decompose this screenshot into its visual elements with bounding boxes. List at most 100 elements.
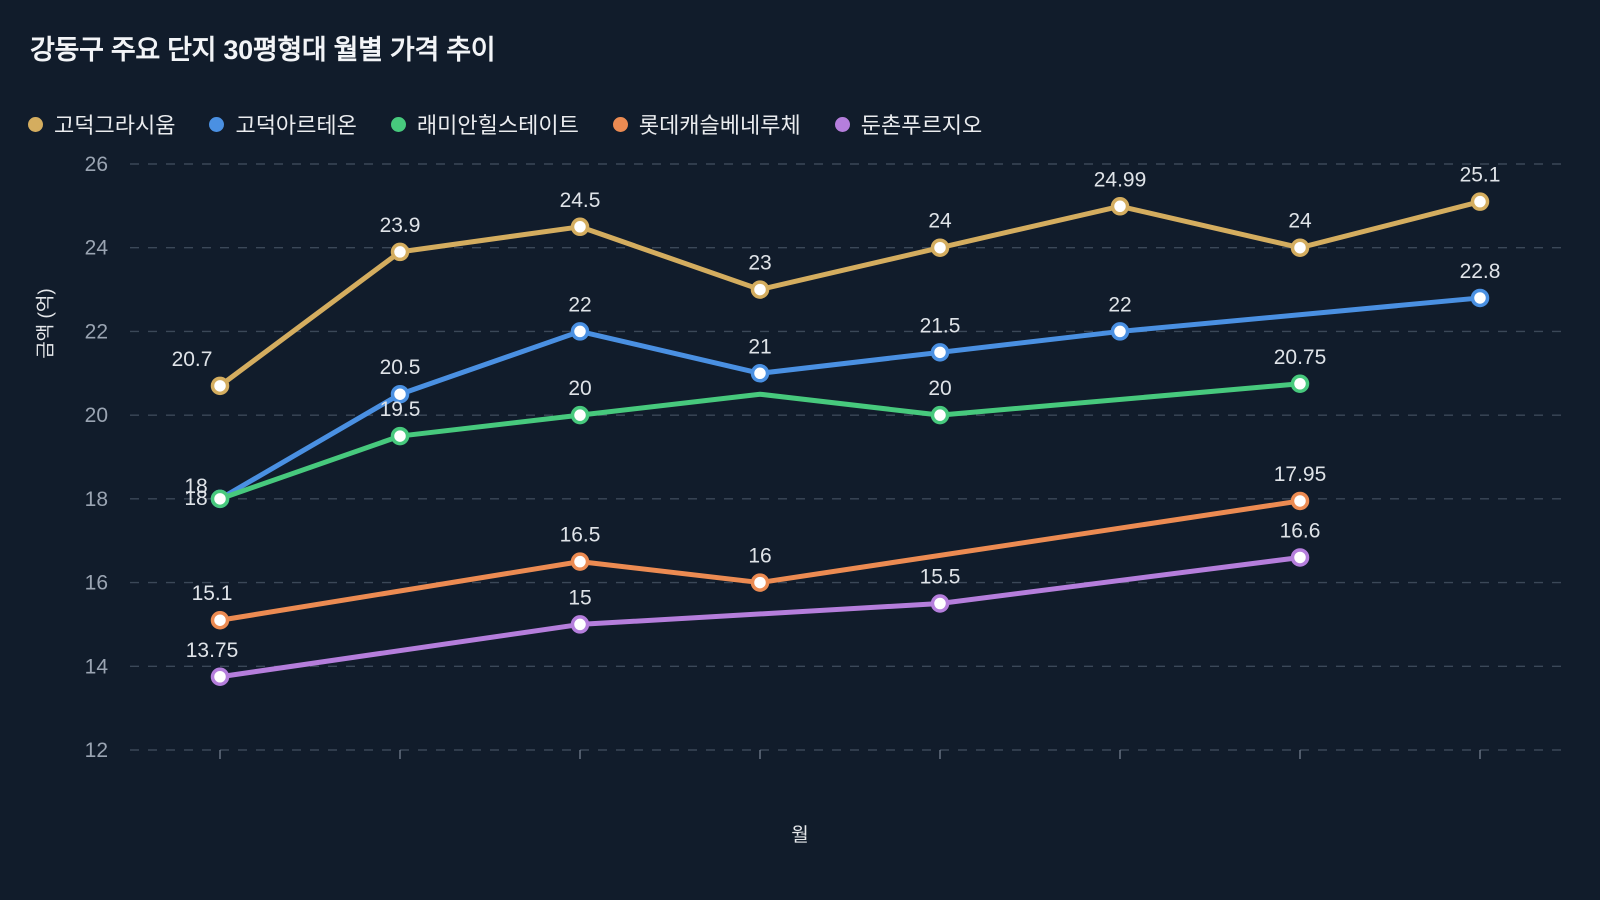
x-axis-label: 월 bbox=[791, 825, 809, 846]
data-point-marker[interactable] bbox=[210, 610, 230, 630]
legend-color-dot-icon bbox=[834, 116, 850, 132]
data-point-marker[interactable] bbox=[210, 667, 230, 686]
data-point-label: 20.5 bbox=[380, 356, 421, 379]
data-point-marker[interactable] bbox=[930, 594, 950, 613]
data-point-label: 15.1 bbox=[192, 582, 233, 605]
legend-item-label: 둔촌푸르지오 bbox=[860, 113, 983, 138]
data-point-label: 22.8 bbox=[1460, 260, 1501, 283]
page-title: 강동구 주요 단지 30평형대 월별 가격 추이 bbox=[30, 35, 496, 65]
legend-color-dot-icon bbox=[390, 116, 406, 132]
data-point-label: 20 bbox=[928, 377, 951, 400]
legend-item-label: 고덕그라시움 bbox=[54, 113, 176, 138]
x-tick-label: 2025.10 bbox=[722, 768, 798, 770]
legend-item[interactable]: 고덕아르테온 bbox=[209, 108, 357, 140]
x-tick-label: 2026.01 bbox=[1082, 768, 1158, 770]
legend-color-dot-icon bbox=[209, 116, 225, 132]
data-point-marker[interactable] bbox=[390, 242, 410, 262]
data-point-label: 13.75 bbox=[186, 639, 239, 662]
series-group: 20.7 23.9 24.5 23 24 24.99 24 25.1 bbox=[172, 164, 1501, 396]
data-point-marker[interactable] bbox=[570, 322, 590, 341]
data-point-marker[interactable] bbox=[390, 426, 410, 446]
legend-item[interactable]: 고덕그라시움 bbox=[28, 108, 175, 140]
data-point-marker[interactable] bbox=[750, 364, 770, 383]
data-point-marker[interactable] bbox=[750, 573, 770, 592]
data-point-label: 21.5 bbox=[920, 314, 961, 337]
data-point-label: 24 bbox=[928, 210, 952, 233]
data-point-label: 24.5 bbox=[560, 189, 601, 212]
chart-legend: 고덕그라시움 고덕아르테온 래미안힐스테이트 롯데캐슬베네루체 둔촌푸르지오 bbox=[28, 108, 1016, 140]
series-line bbox=[217, 381, 1303, 502]
data-point-label: 18 bbox=[184, 475, 207, 498]
data-point-marker[interactable] bbox=[1110, 197, 1130, 216]
y-tick-label: 20 bbox=[85, 404, 108, 427]
x-tick-label: 2026.02 bbox=[1262, 768, 1338, 770]
x-tick-label: 2025.06 bbox=[182, 768, 258, 770]
legend-item[interactable]: 래미안힐스테이트 bbox=[390, 108, 579, 140]
data-point-label: 22 bbox=[1108, 293, 1131, 316]
data-point-label: 22 bbox=[568, 293, 591, 316]
data-point-marker[interactable] bbox=[210, 489, 230, 509]
series-group: 18 19.5 20 20 20.75 bbox=[184, 346, 1326, 510]
line-chart-svg: 12141618202224262025.062025.082025.09202… bbox=[85, 153, 1570, 770]
data-point-marker[interactable] bbox=[1290, 491, 1310, 511]
x-tick-label: 2025.12 bbox=[902, 768, 978, 770]
legend-item[interactable]: 둔촌푸르지오 bbox=[834, 108, 983, 140]
y-tick-label: 16 bbox=[85, 572, 108, 595]
data-point-label: 24 bbox=[1288, 210, 1312, 233]
data-point-label: 18 bbox=[184, 487, 207, 510]
x-tick-label: 2025.08 bbox=[362, 768, 438, 770]
data-point-marker[interactable] bbox=[930, 343, 950, 362]
data-point-marker[interactable] bbox=[1290, 548, 1310, 567]
series-group: 13.75 15 15.5 16.6 bbox=[186, 519, 1321, 686]
y-tick-label: 14 bbox=[85, 655, 109, 678]
data-point-marker[interactable] bbox=[930, 238, 950, 257]
data-point-label: 20 bbox=[568, 377, 591, 400]
data-point-marker[interactable] bbox=[1110, 322, 1130, 341]
data-point-marker[interactable] bbox=[570, 405, 590, 425]
y-axis-label: 금액 (억) bbox=[35, 288, 57, 359]
data-point-label: 16 bbox=[748, 545, 771, 568]
plot-area: 12141618202224262025.062025.082025.09202… bbox=[0, 150, 1600, 770]
series-line bbox=[217, 199, 1483, 389]
data-point-label: 20.75 bbox=[1274, 346, 1327, 369]
x-tick-label: 2026.03 bbox=[1442, 768, 1518, 770]
data-point-label: 17.95 bbox=[1274, 463, 1327, 486]
y-tick-label: 12 bbox=[85, 739, 108, 762]
data-point-marker[interactable] bbox=[1470, 288, 1490, 308]
data-point-marker[interactable] bbox=[570, 552, 590, 571]
data-point-label: 21 bbox=[748, 335, 771, 358]
legend-color-dot-icon bbox=[612, 116, 628, 132]
data-point-marker[interactable] bbox=[390, 384, 410, 404]
series-line bbox=[217, 554, 1303, 680]
data-point-label: 15 bbox=[568, 586, 591, 609]
data-point-label: 20.7 bbox=[172, 348, 213, 371]
data-point-marker[interactable] bbox=[210, 376, 230, 396]
legend-color-dot-icon bbox=[28, 116, 43, 132]
legend-item-label: 고덕아르테온 bbox=[235, 113, 357, 138]
data-point-marker[interactable] bbox=[750, 280, 770, 299]
legend-item[interactable]: 롯데캐슬베네루체 bbox=[612, 108, 801, 140]
series-group: 18 20.5 22 21 21.5 22 22.8 bbox=[184, 260, 1501, 509]
data-point-marker[interactable] bbox=[930, 405, 950, 425]
y-tick-label: 26 bbox=[85, 153, 108, 176]
data-point-marker[interactable] bbox=[570, 217, 590, 237]
y-tick-label: 24 bbox=[85, 237, 109, 260]
y-tick-label: 18 bbox=[85, 488, 108, 511]
data-point-marker[interactable] bbox=[1470, 192, 1490, 211]
data-point-label: 23.9 bbox=[380, 214, 421, 237]
data-point-label: 23 bbox=[748, 252, 771, 275]
data-point-label: 16.6 bbox=[1280, 519, 1321, 542]
data-point-label: 24.99 bbox=[1094, 168, 1147, 191]
legend-item-label: 롯데캐슬베네루체 bbox=[638, 113, 801, 138]
x-tick-label: 2025.09 bbox=[542, 768, 618, 770]
data-point-marker[interactable] bbox=[1290, 374, 1310, 393]
data-point-label: 25.1 bbox=[1460, 164, 1501, 187]
series-group: 15.1 16.5 16 17.95 bbox=[192, 463, 1327, 630]
data-point-label: 15.5 bbox=[920, 566, 961, 589]
y-tick-label: 22 bbox=[85, 320, 108, 343]
series-line bbox=[217, 498, 1303, 623]
data-point-label: 19.5 bbox=[380, 398, 421, 421]
data-point-marker[interactable] bbox=[1290, 238, 1310, 257]
data-point-marker[interactable] bbox=[570, 615, 590, 634]
